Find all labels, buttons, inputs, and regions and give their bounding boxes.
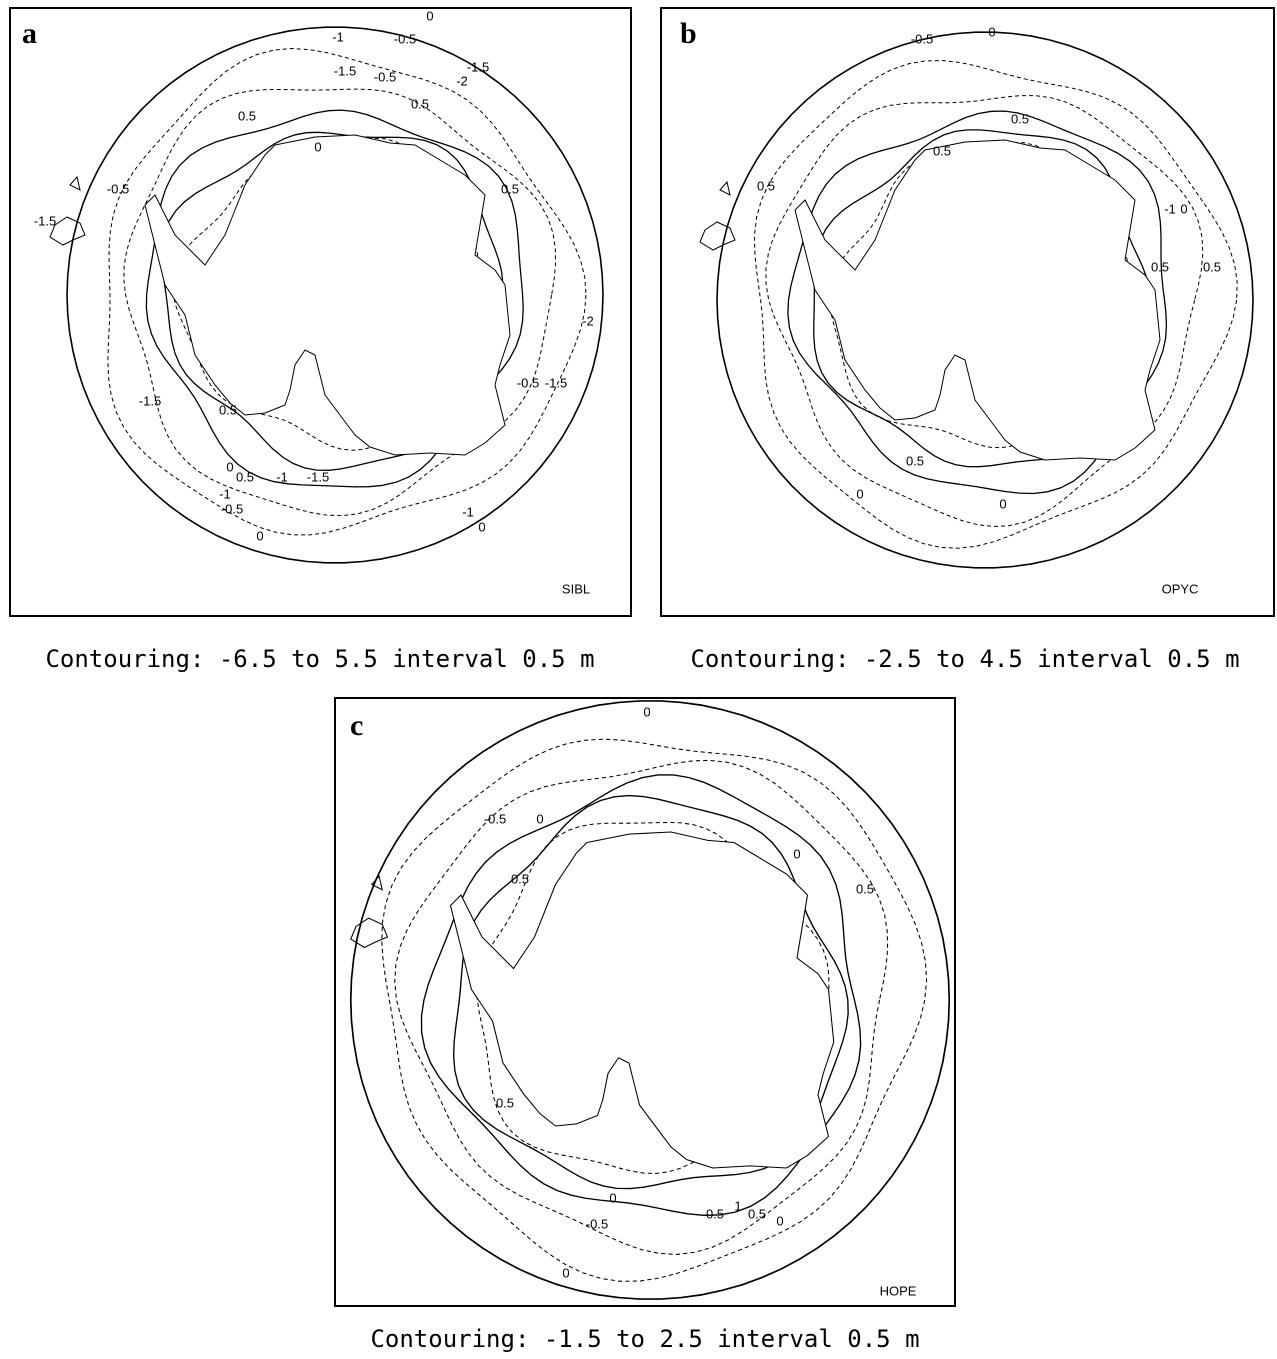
contour-label: -0.5	[107, 181, 129, 196]
map	[351, 701, 950, 1299]
contour-label: 0	[609, 1190, 616, 1205]
contour-label: -0.5	[484, 811, 506, 826]
south-america	[700, 182, 735, 250]
contour-label: 0.5	[706, 1206, 724, 1221]
model-name: HOPE	[880, 1283, 917, 1298]
contour-label: -1	[462, 504, 474, 519]
antarctica	[451, 832, 834, 1168]
contour-label: -0.5	[586, 1216, 608, 1231]
contour-label: -1	[1164, 201, 1176, 216]
contour-label: -0.5	[374, 69, 396, 84]
caption: Contouring: -6.5 to 5.5 interval 0.5 m	[45, 645, 594, 673]
contour-label: 0.5	[1151, 259, 1169, 274]
antarctica	[795, 140, 1160, 460]
page: a SIBL Contouring: -6.5 to 5.5 interval 0.…	[0, 0, 1277, 1359]
contour-label: -0.5	[911, 31, 933, 46]
contour-label: 0.5	[933, 143, 951, 158]
panel-letter: a	[22, 17, 37, 50]
contour-label: -2	[456, 73, 468, 88]
contour-label: 0.5	[496, 1095, 514, 1110]
contour-label: 0.5	[511, 871, 529, 886]
panel-letter: c	[350, 709, 363, 742]
contour-label: 0	[478, 519, 485, 534]
contour-label: 0.5	[906, 453, 924, 468]
contour-label: 0.5	[1203, 259, 1221, 274]
contour-label: 0	[776, 1213, 783, 1228]
contour-label: 0	[1180, 201, 1187, 216]
contour-label: -1.5	[334, 63, 356, 78]
contour-label: -0.5	[221, 501, 243, 516]
contour-label: -0.5	[517, 375, 539, 390]
contour-label: 0.5	[1011, 111, 1029, 126]
contour-label: 0.5	[748, 1206, 766, 1221]
contour-label: 0	[643, 704, 650, 719]
contour-label: 0.5	[856, 881, 874, 896]
contour-label: 0	[999, 496, 1006, 511]
contour-label: -1	[276, 469, 288, 484]
contour-label: -1.5	[139, 393, 161, 408]
contour-label: -1	[219, 486, 231, 501]
contour-label: -1.5	[34, 213, 56, 228]
contour-label: 0	[856, 486, 863, 501]
contour-label: -1	[332, 29, 344, 44]
model-name: OPYC	[1162, 581, 1199, 596]
contour-label: 0.5	[501, 181, 519, 196]
contour-label: 0.5	[411, 96, 429, 111]
figure: a SIBL Contouring: -6.5 to 5.5 interval 0.…	[0, 0, 1277, 1359]
contour-label: 0	[793, 846, 800, 861]
contour-label: -1.5	[545, 375, 567, 390]
contour-label: -2	[582, 313, 594, 328]
contour-label: 0	[256, 528, 263, 543]
contour-label: 0	[226, 459, 233, 474]
south-america	[50, 177, 85, 245]
contour-label: 0	[562, 1265, 569, 1280]
contour-label: -1.5	[307, 469, 329, 484]
map	[700, 32, 1253, 568]
caption: Contouring: -2.5 to 4.5 interval 0.5 m	[690, 645, 1239, 673]
contour-label: 0.5	[238, 108, 256, 123]
contour-label: 1	[734, 1198, 741, 1213]
contour-label: 0	[426, 8, 433, 23]
contour-label: 0.5	[236, 469, 254, 484]
contour-label: 0.5	[219, 402, 237, 417]
contour-label: -1.5	[467, 59, 489, 74]
model-name: SIBL	[562, 581, 590, 596]
caption: Contouring: -1.5 to 2.5 interval 0.5 m	[370, 1325, 919, 1353]
panel-letter: b	[680, 17, 697, 50]
contour-label: 0	[314, 139, 321, 154]
contour-label: 0	[536, 811, 543, 826]
contour-label: 0.5	[757, 178, 775, 193]
contour-label: 0	[988, 24, 995, 39]
contour-label: -0.5	[394, 31, 416, 46]
